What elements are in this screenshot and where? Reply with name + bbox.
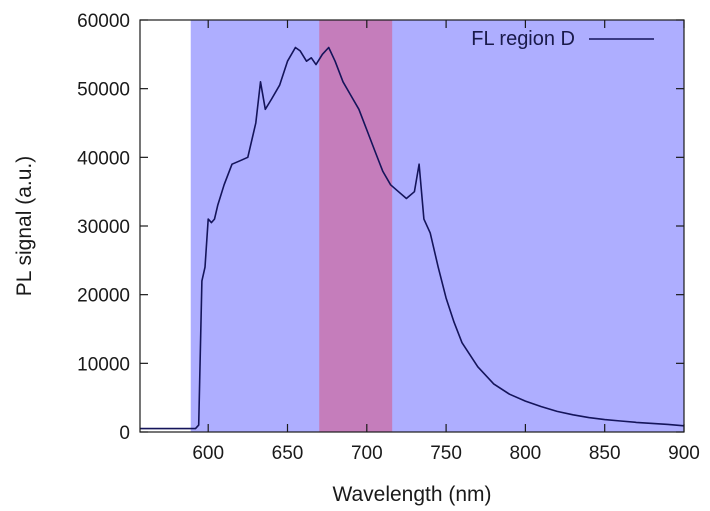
x-axis: 600 650 700 750 800 850 900 bbox=[192, 20, 700, 464]
shaded-region-1 bbox=[190, 20, 684, 432]
y-tick-label: 60000 bbox=[77, 11, 130, 32]
y-tick-label: 10000 bbox=[77, 354, 130, 375]
y-tick-label: 50000 bbox=[77, 80, 130, 101]
y-axis: 0 10000 20000 30000 40000 50000 60000 bbox=[77, 11, 684, 444]
y-tick-label: 30000 bbox=[77, 217, 130, 238]
x-tick-label: 850 bbox=[589, 443, 621, 464]
x-tick-label: 750 bbox=[430, 443, 462, 464]
y-tick-label: 0 bbox=[119, 423, 130, 444]
shaded-region-2 bbox=[319, 20, 393, 432]
x-tick-label: 600 bbox=[192, 443, 224, 464]
shaded-regions bbox=[190, 20, 684, 432]
x-tick-label: 800 bbox=[510, 443, 542, 464]
x-tick-label: 650 bbox=[272, 443, 304, 464]
x-tick-label: 700 bbox=[351, 443, 383, 464]
x-axis-title: Wavelength (nm) bbox=[332, 483, 491, 506]
legend: FL region D bbox=[471, 28, 654, 50]
x-tick-label: 900 bbox=[668, 443, 700, 464]
series-line-fl-region-d bbox=[140, 46, 685, 430]
y-tick-label: 40000 bbox=[77, 148, 130, 169]
y-axis-title: PL signal (a.u.) bbox=[13, 156, 36, 296]
legend-label: FL region D bbox=[471, 28, 575, 50]
y-tick-label: 20000 bbox=[77, 286, 130, 307]
